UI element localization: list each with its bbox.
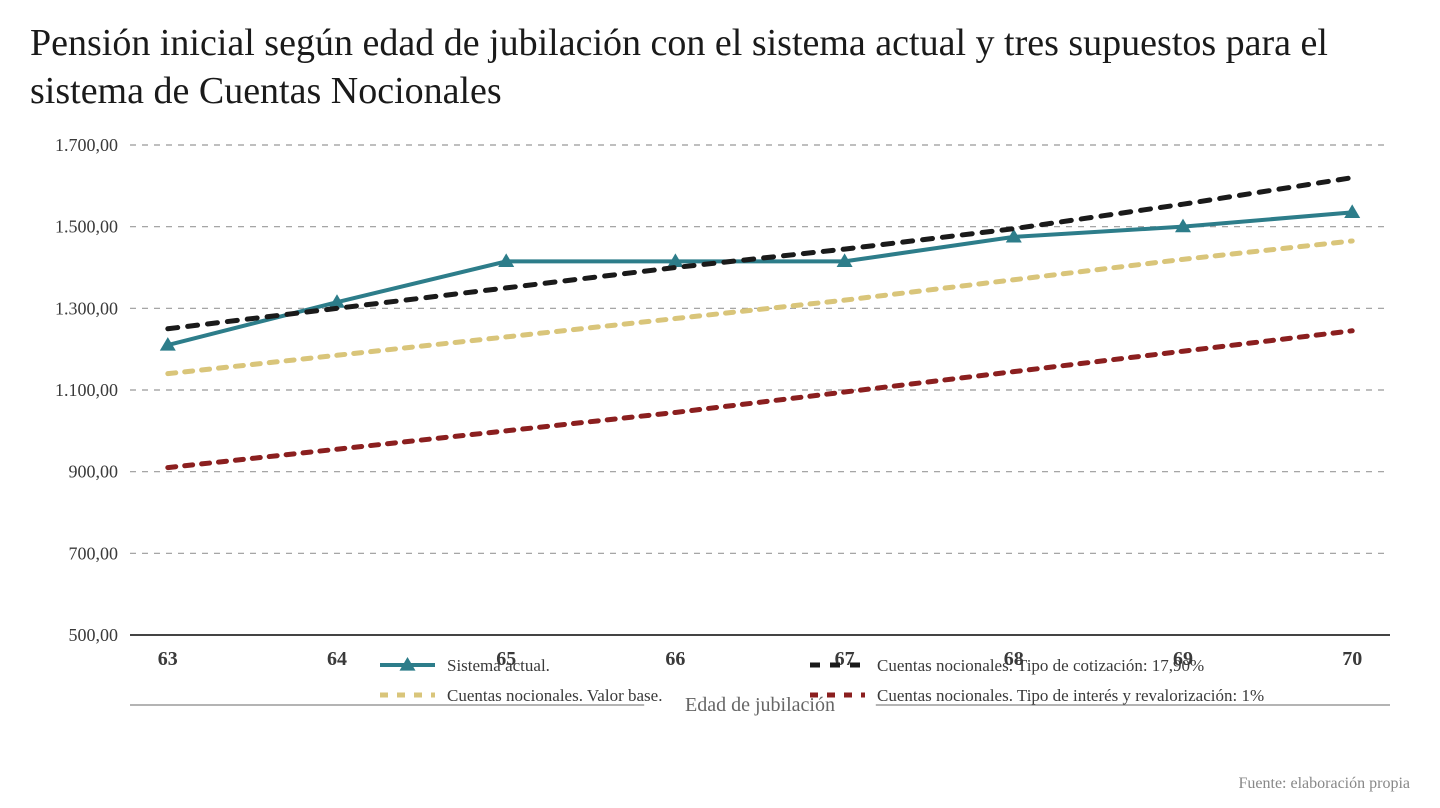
source-text: Fuente: elaboración propia bbox=[1239, 775, 1411, 793]
svg-text:63: 63 bbox=[158, 648, 178, 670]
svg-text:1.700,00: 1.700,00 bbox=[55, 135, 118, 155]
svg-text:Cuentas nocionales. Valor base: Cuentas nocionales. Valor base. bbox=[447, 686, 662, 705]
svg-text:Cuentas nocionales. Tipo de in: Cuentas nocionales. Tipo de interés y re… bbox=[877, 686, 1264, 705]
svg-text:66: 66 bbox=[665, 648, 685, 670]
svg-text:1.300,00: 1.300,00 bbox=[55, 298, 118, 318]
chart-title: Pensión inicial según edad de jubilación… bbox=[30, 20, 1410, 115]
svg-text:Cuentas nocionales. Tipo de co: Cuentas nocionales. Tipo de cotización: … bbox=[877, 656, 1204, 675]
svg-text:1.500,00: 1.500,00 bbox=[55, 217, 118, 237]
svg-text:900,00: 900,00 bbox=[69, 462, 119, 482]
line-chart: 500,00 700,00 900,00 1.100,00 1.300,00 1.500,… bbox=[30, 135, 1410, 755]
svg-text:500,00: 500,00 bbox=[69, 625, 119, 645]
svg-text:70: 70 bbox=[1342, 648, 1362, 670]
svg-text:64: 64 bbox=[327, 648, 347, 670]
svg-text:700,00: 700,00 bbox=[69, 543, 119, 563]
svg-text:Sistema actual.: Sistema actual. bbox=[447, 656, 550, 675]
svg-text:1.100,00: 1.100,00 bbox=[55, 380, 118, 400]
chart-container: 500,00 700,00 900,00 1.100,00 1.300,00 1.500,… bbox=[30, 135, 1410, 755]
